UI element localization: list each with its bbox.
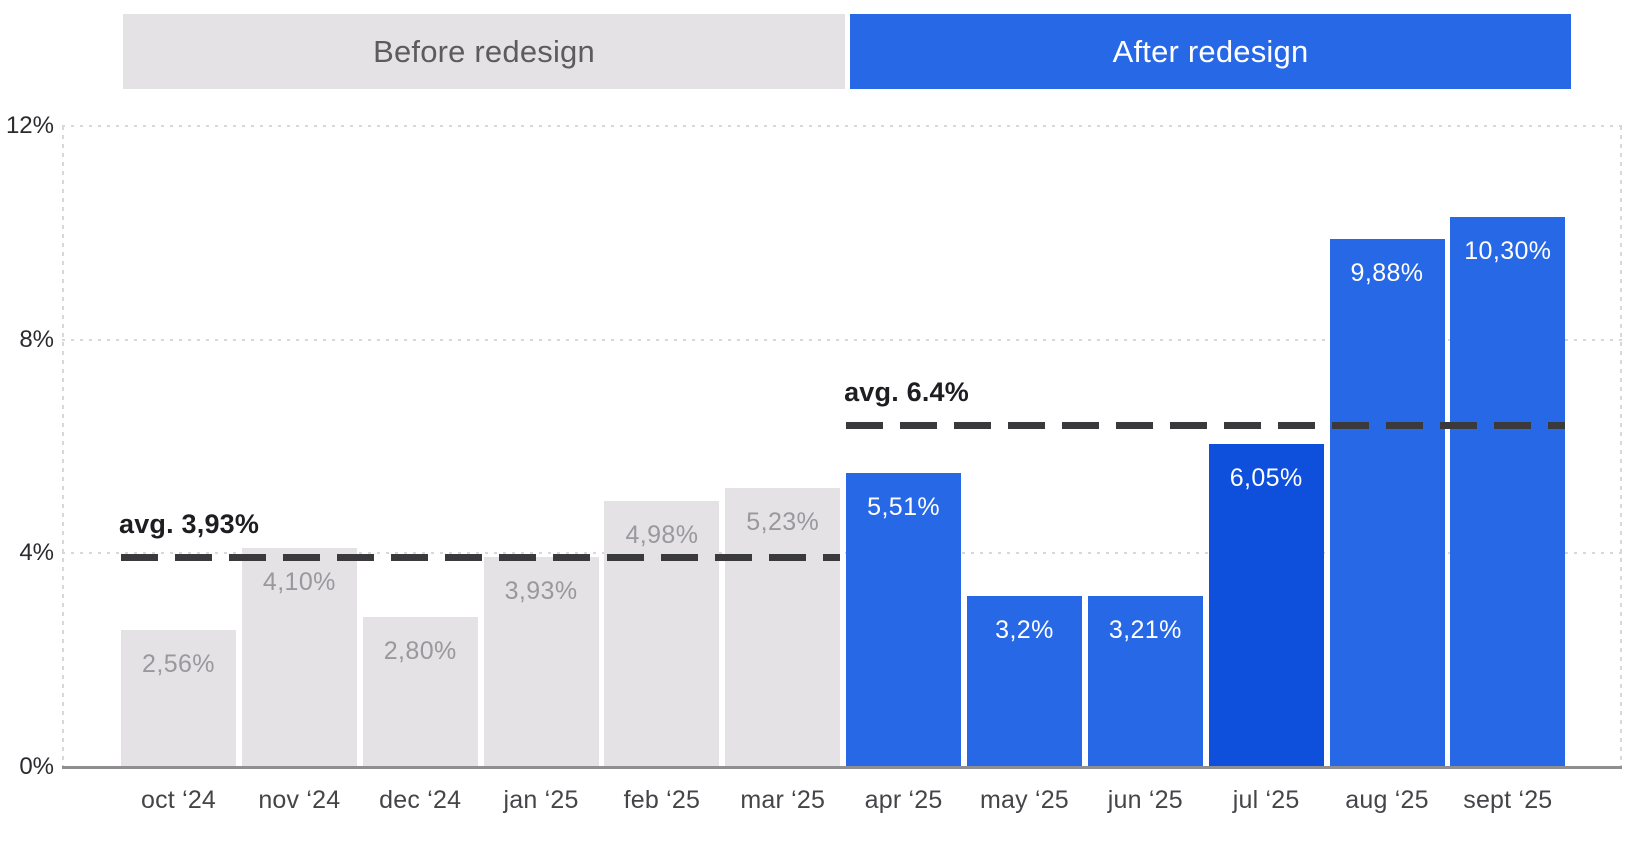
bar-may ‘25: 3,2% (966, 596, 1082, 768)
bar-jul ‘25: 6,05% (1208, 443, 1324, 768)
x-tick-mar ‘25: mar ‘25 (740, 786, 826, 814)
bar-aug ‘25: 9,88% (1329, 239, 1445, 768)
plot-border-right (1620, 126, 1622, 767)
avg-line-after (846, 422, 1566, 430)
bar-oct ‘24: 2,56% (121, 630, 236, 768)
legend-banner-after-label: After redesign (1112, 33, 1309, 69)
bar-sept ‘25: 10,30% (1450, 216, 1566, 768)
x-tick-aug ‘25: aug ‘25 (1345, 786, 1429, 814)
x-tick-jun ‘25: jun ‘25 (1107, 786, 1183, 814)
legend-banner-before-label: Before redesign (373, 33, 595, 69)
bar-jun ‘25: 3,21% (1087, 595, 1203, 768)
x-axis-line (62, 766, 1622, 769)
bar-jan ‘25: 3,93% (483, 557, 599, 768)
bar-dec ‘24: 2,80% (362, 617, 478, 768)
x-tick-jul ‘25: jul ‘25 (1232, 786, 1300, 814)
bar-value-label: 5,51% (867, 492, 941, 521)
bar-nov ‘24: 4,10% (241, 547, 357, 768)
legend-banner-before-redesign: Before redesign (123, 14, 845, 89)
gridline-8% (62, 338, 1622, 341)
bar-value-label: 6,05% (1229, 463, 1303, 492)
bar-value-label: 2,56% (142, 650, 215, 679)
bar-value-label: 3,2% (995, 616, 1054, 645)
x-tick-oct ‘24: oct ‘24 (140, 786, 217, 814)
x-tick-feb ‘25: feb ‘25 (623, 786, 701, 814)
bar-apr ‘25: 5,51% (846, 472, 962, 768)
y-tick-4%: 4% (19, 539, 54, 567)
avg-label-after: avg. 6.4% (844, 377, 969, 408)
x-tick-dec ‘24: dec ‘24 (379, 786, 462, 814)
x-tick-jan ‘25: jan ‘25 (503, 786, 579, 814)
gridline-4% (62, 552, 1622, 555)
y-tick-12%: 12% (5, 112, 54, 139)
avg-line-before (121, 554, 841, 562)
bar-mar ‘25: 5,23% (725, 487, 841, 768)
legend-banner-after-redesign: After redesign (850, 14, 1571, 89)
plot-border-left (62, 126, 64, 767)
bar-value-label: 3,21% (1108, 615, 1182, 644)
gridline-12% (62, 125, 1622, 127)
x-tick-may ‘25: may ‘25 (979, 786, 1069, 814)
x-tick-sept ‘25: sept ‘25 (1463, 786, 1553, 814)
bar-value-label: 5,23% (746, 507, 820, 536)
y-tick-8%: 8% (19, 325, 54, 353)
bar-value-label: 2,80% (383, 637, 457, 666)
x-tick-apr ‘25: apr ‘25 (864, 786, 943, 814)
bar-value-label: 9,88% (1350, 259, 1424, 288)
y-tick-0%: 0% (19, 753, 54, 780)
avg-label-before: avg. 3,93% (119, 509, 260, 540)
bar-value-label: 4,98% (625, 520, 699, 549)
bar-value-label: 10,30% (1464, 236, 1552, 265)
x-tick-nov ‘24: nov ‘24 (258, 786, 341, 814)
bar-feb ‘25: 4,98% (604, 500, 720, 768)
bar-value-label: 3,93% (504, 577, 578, 606)
bar-value-label: 4,10% (262, 567, 336, 596)
